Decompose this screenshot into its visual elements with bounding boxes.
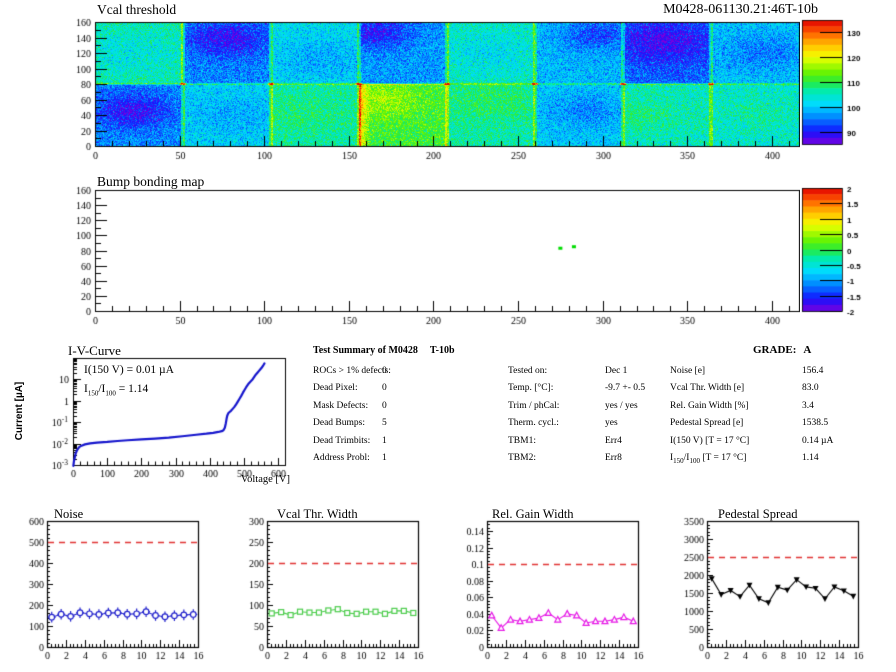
- summary-row: Tested on: Dec 1: [508, 366, 628, 376]
- summary-row: Trim / phCal: yes / yes: [508, 400, 638, 411]
- summary-row: Rel. Gain Width [%] 3.4: [670, 400, 814, 411]
- vcal-width-per-roc-plot: [224, 505, 436, 670]
- vcal-threshold-heatmap: [56, 14, 800, 166]
- module-id-title: M0428-061130.21:46T-10b: [663, 2, 818, 17]
- summary-row: Therm. cycl.: yes: [508, 418, 618, 429]
- summary-row: Noise [e] 156.4: [670, 366, 824, 376]
- summary-row: Dead Trimbits: 1: [313, 435, 387, 446]
- pedestal-plot-panel: Pedestal Spread: [664, 505, 876, 672]
- noise-plot-panel: Noise: [4, 505, 216, 672]
- summary-row: Address Probl: 1: [313, 452, 387, 463]
- summary-row: Dead Bumps: 5: [313, 418, 387, 429]
- summary-row: Vcal Thr. Width [e] 83.0: [670, 383, 819, 394]
- noise-plot-title: Noise: [54, 507, 84, 521]
- gain-width-per-roc-plot: [444, 505, 656, 670]
- summary-row: I150/I100 [T = 17 °C] 1.14: [670, 452, 819, 465]
- ratio-rest: = 1.14: [115, 383, 149, 395]
- vcal-width-plot-panel: Vcal Thr. Width: [224, 505, 436, 672]
- summary-row: Mask Defects: 0: [313, 400, 387, 411]
- summary-row: I(150 V) [T = 17 °C] 0.14 µA: [670, 435, 834, 446]
- iv-annotation-ratio: I150/I100 = 1.14: [84, 383, 149, 398]
- vcal-map-title: Vcal threshold: [97, 2, 177, 17]
- summary-row: TBM1: Err4: [508, 435, 622, 446]
- gain-width-plot-panel: Rel. Gain Width: [444, 505, 656, 672]
- gain-width-plot-title: Rel. Gain Width: [492, 507, 574, 521]
- iv-curve-plot: [16, 340, 306, 492]
- pedestal-per-roc-plot: [664, 505, 876, 670]
- summary-heading-text: Test Summary of M0428: [313, 345, 418, 356]
- bump-colorbar: [798, 176, 894, 334]
- grade-value: A: [803, 344, 812, 356]
- summary-row: Dead Pixel: 0: [313, 383, 387, 394]
- bump-bonding-heatmap: [56, 176, 800, 334]
- noise-per-roc-plot: [4, 505, 216, 670]
- iv-x-axis-label: Voltage [V]: [240, 474, 290, 485]
- iv-y-axis-label: Current [µA]: [14, 381, 25, 441]
- summary-row: Pedestal Spread [e] 1538.5: [670, 418, 829, 429]
- ratio-sub1: 150: [87, 389, 99, 398]
- test-conditions-list: Tested on: Dec 1 Temp. [°C]: -9.7 +- 0.5 T…: [508, 366, 646, 470]
- grade-badge: GRADE: A: [753, 344, 811, 356]
- grade-label: GRADE:: [753, 344, 797, 356]
- vcal-colorbar: [798, 14, 894, 166]
- ratio-base: I: [84, 383, 88, 395]
- ratio-mid: /I: [98, 383, 106, 395]
- defect-summary-list: ROCs > 1% defects: 0 Dead Pixel: 0 Mask De…: [313, 366, 391, 470]
- ratio-sub2: 100: [105, 389, 116, 398]
- summary-row: ROCs > 1% defects: 0: [313, 366, 391, 376]
- summary-heading-suffix: T-10b: [429, 345, 455, 356]
- vcal-width-plot-title: Vcal Thr. Width: [277, 507, 358, 521]
- test-results-list: Noise [e] 156.4 Vcal Thr. Width [e] 83.0 R…: [670, 366, 834, 470]
- summary-row: TBM2: Err8: [508, 452, 622, 463]
- summary-heading: Test Summary of M0428 T-10b: [313, 345, 455, 356]
- summary-row: Temp. [°C]: -9.7 +- 0.5: [508, 383, 646, 394]
- iv-annotation-current: I(150 V) = 0.01 µA: [84, 364, 174, 376]
- pedestal-plot-title: Pedestal Spread: [718, 507, 798, 521]
